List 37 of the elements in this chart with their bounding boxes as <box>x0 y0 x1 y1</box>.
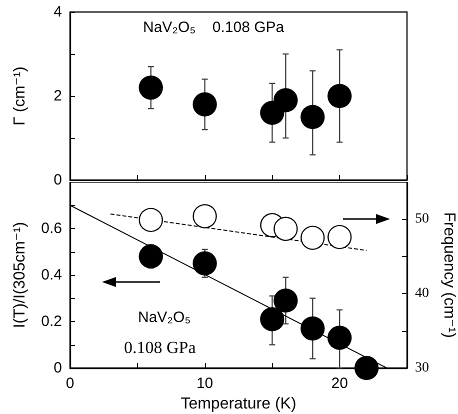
point <box>328 224 352 250</box>
y-tick-label: 2 <box>54 88 62 104</box>
x-tick-label: 20 <box>331 375 348 392</box>
y-axis-title: Γ (cm⁻¹) <box>12 66 28 126</box>
point <box>274 288 298 313</box>
x-axis-title: Temperature (K) <box>180 396 296 412</box>
y2-tick-label: 30 <box>415 360 429 376</box>
point <box>260 307 284 332</box>
point <box>138 208 163 232</box>
y2-axis-title: Frequency (cm⁻¹) <box>440 212 458 338</box>
annotation: 0.108 GPa <box>124 338 196 357</box>
point <box>138 76 163 100</box>
y-tick-label: 0.6 <box>41 220 62 237</box>
point <box>274 88 298 112</box>
point <box>192 92 217 116</box>
point <box>300 226 325 250</box>
point <box>328 326 352 350</box>
annotation: NaV₂O₅ 0.108 GPa <box>143 19 285 36</box>
point <box>192 251 217 276</box>
y2-tick-label: 50 <box>415 212 429 227</box>
point <box>274 216 298 241</box>
point <box>300 104 325 130</box>
point <box>354 356 379 380</box>
y2-tick-label: 40 <box>415 286 429 302</box>
y-tick-label: 0 <box>54 172 62 188</box>
point <box>138 244 163 268</box>
y-tick-label: 0.2 <box>41 313 62 330</box>
annotation: NaV₂O₅ <box>138 309 191 326</box>
y-axis-title: I(T)/I(305cm⁻¹) <box>12 222 28 328</box>
y-tick-label: 0.4 <box>41 266 62 284</box>
y-tick-label: 0 <box>54 360 62 376</box>
point <box>300 316 325 341</box>
x-tick-label: 10 <box>196 375 214 392</box>
x-tick-label: 0 <box>66 375 74 392</box>
point <box>192 204 217 228</box>
point <box>328 84 352 108</box>
y-tick-label: 4 <box>54 4 62 20</box>
